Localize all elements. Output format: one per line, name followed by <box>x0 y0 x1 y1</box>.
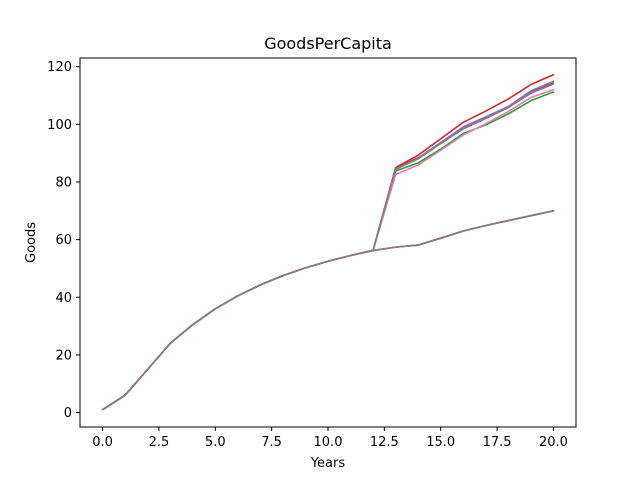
y-tick-label: 0 <box>64 406 72 421</box>
y-tick-label: 20 <box>55 348 72 363</box>
series-line-11 <box>101 209 555 411</box>
series-line-5 <box>101 88 555 411</box>
series-line-7 <box>101 209 555 411</box>
y-tick-label: 80 <box>55 175 72 190</box>
chart-title: GoodsPerCapita <box>264 34 392 53</box>
x-tick-label: 7.5 <box>261 435 282 450</box>
series-line-8 <box>101 209 555 411</box>
x-tick-label: 2.5 <box>149 435 170 450</box>
x-tick-label: 12.5 <box>370 435 399 450</box>
y-tick-label: 60 <box>55 233 72 248</box>
x-tick-label: 0.0 <box>92 435 113 450</box>
series-line-3 <box>101 91 555 411</box>
x-tick-label: 10.0 <box>314 435 343 450</box>
x-tick-label: 20.0 <box>539 435 568 450</box>
y-tick-label: 120 <box>47 60 72 75</box>
series-line-4 <box>101 80 555 411</box>
x-axis-ticks: 0.0 2.5 5.0 7.5 10.0 12.5 15.0 17.5 20.0 <box>92 427 568 450</box>
x-tick-label: 17.5 <box>483 435 512 450</box>
series-line-1 <box>101 82 555 411</box>
series-line-9 <box>101 209 555 411</box>
plot-frame <box>79 57 577 428</box>
series-line-10 <box>101 209 555 411</box>
x-tick-label: 5.0 <box>205 435 226 450</box>
y-tick-label: 100 <box>47 118 72 133</box>
y-tick-label: 40 <box>55 291 72 306</box>
series-line-12 <box>101 209 555 411</box>
series-line-6 <box>101 83 555 411</box>
y-axis-ticks: 0 20 40 60 80 100 120 <box>47 60 80 421</box>
y-axis-label: Goods <box>24 222 39 263</box>
x-axis-label: Years <box>310 456 346 471</box>
plot-lines <box>101 73 555 411</box>
x-tick-label: 15.0 <box>426 435 455 450</box>
